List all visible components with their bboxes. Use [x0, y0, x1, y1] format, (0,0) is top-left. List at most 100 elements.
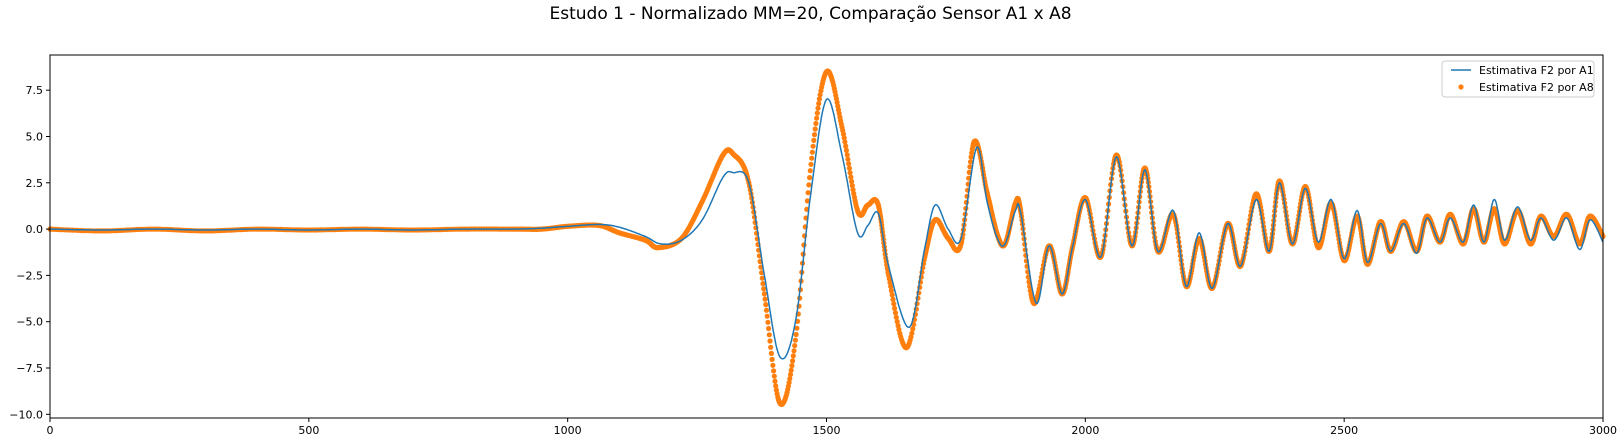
data-point — [842, 139, 848, 145]
data-point — [771, 373, 777, 379]
data-point — [814, 115, 820, 121]
data-point — [769, 356, 775, 362]
y-tick-label: −10.0 — [9, 408, 43, 421]
data-point — [765, 319, 771, 325]
data-point — [791, 348, 797, 354]
data-point — [786, 380, 792, 386]
x-tick-label: 1000 — [554, 424, 582, 437]
data-point — [847, 170, 853, 176]
data-point — [793, 331, 799, 338]
data-point — [848, 174, 854, 180]
data-point — [813, 120, 819, 127]
x-tick-label: 2500 — [1330, 424, 1358, 437]
data-point — [789, 363, 795, 369]
data-point — [968, 154, 974, 160]
data-point — [807, 168, 813, 174]
data-point — [763, 302, 769, 308]
data-point — [812, 126, 818, 132]
data-point — [792, 343, 798, 349]
data-point — [809, 149, 816, 155]
data-point — [761, 291, 768, 297]
data-point — [889, 292, 895, 298]
data-point — [792, 337, 799, 343]
data-point — [849, 183, 855, 189]
data-point — [846, 165, 853, 171]
legend-box — [1441, 60, 1595, 98]
data-point — [787, 376, 793, 382]
y-tick-label: 5.0 — [26, 130, 44, 143]
data-point — [804, 198, 811, 204]
plot-frame — [49, 54, 1604, 419]
data-point — [909, 330, 915, 336]
data-point — [887, 279, 893, 286]
data-point — [773, 383, 779, 389]
data-point — [760, 281, 766, 287]
data-point — [892, 310, 899, 316]
data-point — [895, 323, 901, 329]
x-tick-label: 500 — [298, 424, 319, 437]
data-point — [759, 270, 765, 276]
data-point — [841, 135, 847, 141]
data-point — [763, 307, 770, 313]
y-tick-label: 7.5 — [26, 84, 44, 97]
data-point — [794, 325, 800, 331]
legend-label: Estimativa F2 por A8 — [1479, 81, 1594, 94]
x-tick-label: 2000 — [1071, 424, 1099, 437]
x-tick-label: 1500 — [813, 424, 841, 437]
data-point — [766, 332, 772, 338]
data-point — [816, 96, 823, 102]
data-point — [809, 155, 815, 161]
data-point — [811, 132, 818, 138]
data-point — [806, 182, 812, 188]
data-point — [805, 190, 811, 196]
data-point — [764, 313, 770, 319]
series-layer — [47, 68, 1606, 407]
legend-swatch-marker — [1458, 84, 1464, 90]
data-point — [808, 161, 814, 167]
y-tick-label: 0.0 — [26, 223, 44, 236]
data-point — [816, 100, 822, 107]
data-point — [890, 296, 896, 302]
data-point — [892, 305, 898, 311]
data-point — [767, 338, 773, 344]
data-point — [768, 350, 775, 356]
data-point — [893, 314, 899, 320]
data-point — [810, 143, 816, 149]
x-tick-label: 0 — [47, 424, 54, 437]
data-point — [888, 283, 894, 290]
data-point — [770, 362, 776, 368]
data-point — [888, 288, 895, 294]
y-tick-label: −5.0 — [16, 316, 43, 329]
series-line — [50, 97, 1604, 360]
data-point — [761, 286, 767, 292]
data-point — [845, 156, 851, 162]
data-point — [843, 147, 850, 153]
x-tick-label: 3000 — [1589, 424, 1617, 437]
data-point — [811, 137, 817, 143]
data-point — [891, 301, 897, 307]
y-tick-label: 2.5 — [26, 177, 44, 190]
data-point — [788, 367, 794, 373]
data-point — [790, 358, 796, 364]
data-point — [814, 110, 820, 116]
data-point — [762, 296, 768, 302]
data-point — [844, 152, 850, 158]
data-point — [967, 164, 973, 170]
data-point — [894, 319, 900, 325]
axes-layer: 0 500 1000 1500 2000 2500 3000 −10.0 −7.5 −5.0 −2.… — [9, 84, 1617, 437]
data-point — [787, 371, 794, 378]
legend: Estimativa F2 por A1 Estimativa F2 por A… — [1441, 60, 1595, 98]
y-tick-label: −2.5 — [16, 269, 43, 282]
data-point — [843, 143, 849, 149]
data-point — [772, 378, 778, 384]
chart-title: Estudo 1 - Normalizado MM=20, Comparação… — [549, 4, 1072, 24]
data-point — [846, 161, 852, 167]
data-point — [771, 368, 777, 374]
data-point — [768, 344, 774, 350]
series-markers — [47, 68, 1606, 407]
data-point — [807, 175, 813, 181]
data-point — [849, 178, 855, 185]
legend-label: Estimativa F2 por A1 — [1479, 64, 1594, 77]
